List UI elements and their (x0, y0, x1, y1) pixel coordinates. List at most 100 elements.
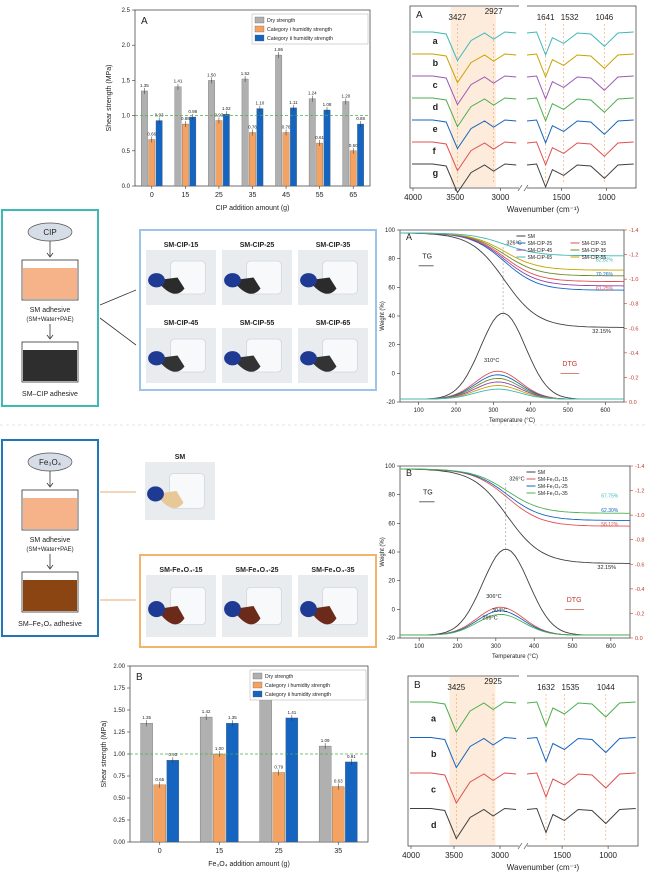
legend-entry: SM-CIP-65 (527, 255, 552, 261)
photo: SM-CIP-45 (146, 320, 216, 383)
y2-tick-label: -0.4 (629, 351, 638, 357)
spectrum-line (410, 807, 636, 840)
data-label: 1.35 (142, 715, 151, 720)
x-tick-label: 3000 (492, 193, 510, 202)
x-tick-label: 25 (215, 192, 223, 199)
glove (300, 273, 317, 288)
bar (316, 142, 323, 187)
y2-tick-label: -1.2 (629, 253, 638, 259)
data-label: 0.79 (274, 764, 283, 769)
data-label: 0.63 (334, 779, 343, 784)
y2-tick-label: -0.8 (629, 302, 638, 308)
data-label: 0.61 (315, 135, 324, 140)
ftir-chart-ftir_fe: 4000 3500 3000 1500 1000 3425 2925 1632 1535 1044… (402, 674, 639, 872)
data-label: 1.86 (274, 47, 283, 52)
glove (224, 273, 241, 288)
bar (332, 786, 345, 843)
peak-label: 3425 (447, 683, 465, 692)
y-tick-label: 1.0 (122, 114, 131, 120)
y-axis-label: Shear strength (MPa) (101, 721, 108, 788)
y-tick-label: 0.75 (113, 774, 125, 780)
bar (282, 132, 290, 187)
dtg-label: DTG (562, 361, 577, 368)
x-axis-label: Wavenumber (cm⁻¹) (507, 205, 580, 214)
spectrum-line (412, 97, 634, 128)
spectrum-label: e (433, 124, 438, 134)
x-tick-label: 100 (414, 644, 425, 650)
tg-curve (400, 232, 624, 328)
photo: SM-Fe₃O₄-35 (298, 567, 368, 637)
spectrum-line (412, 53, 634, 84)
y2-tick-label: -0.2 (635, 611, 644, 617)
tg-chart-tg_fe: 100 200 300 400 500 600 -20 0 20 40 60 80 100 0.0 -0.2… (380, 464, 644, 660)
tg-label: TG (423, 490, 433, 497)
glove (148, 273, 165, 288)
spectrum-line (412, 163, 634, 194)
legend-swatch (254, 16, 265, 24)
glove (224, 351, 241, 366)
dtg-curve (400, 548, 630, 636)
legend-box (251, 13, 369, 45)
data-label: 1.35 (228, 715, 237, 720)
bar-chart-bar_cip: 0.0 0.5 1.0 1.5 2.0 2.5 0 1.35 0.66 0.93 15 1.41 0.8… (106, 8, 371, 212)
data-label: 1.50 (207, 72, 216, 77)
shaded-band (449, 677, 496, 845)
legend-swatch (252, 681, 263, 689)
arrowhead (46, 564, 54, 570)
bar (318, 745, 332, 843)
legend-swatch (252, 672, 263, 680)
dtg-curve (400, 377, 624, 400)
data-label: 0.76 (282, 124, 291, 129)
legend-swatch (254, 25, 265, 33)
reagent-label: Fe₃O₄ (39, 458, 61, 467)
photo-label: SM-CIP-25 (240, 242, 275, 249)
photo-label: SM-CIP-45 (164, 320, 199, 327)
data-label: 1.00 (215, 746, 224, 751)
arrowhead (46, 334, 54, 340)
spectrum-line (410, 772, 636, 805)
bar (272, 772, 285, 843)
bar (290, 107, 297, 187)
panel-label: A (406, 232, 412, 242)
x-tick-label: 400 (529, 644, 540, 650)
y2-tick-label: -0.6 (635, 562, 644, 568)
y-tick-label: 40 (388, 314, 395, 320)
data-label: 0.66 (147, 132, 156, 137)
y-tick-label: 0.5 (122, 149, 131, 155)
peak-label: 299°C (482, 615, 497, 621)
bar (189, 116, 197, 187)
x-tick-label: 0 (158, 848, 162, 855)
adhesive-label: SM adhesive (30, 537, 71, 544)
break-mark (517, 842, 523, 850)
legend-entry: SM-Fe₃O₄-35 (538, 491, 568, 497)
y-tick-label: 2.0 (122, 43, 131, 49)
panel-label: B (136, 672, 143, 683)
data-label: 0.65 (155, 777, 164, 782)
bar (241, 78, 249, 187)
peak-label: 1641 (537, 13, 555, 22)
bar (259, 696, 272, 843)
residue-label: 61.25% (596, 286, 614, 292)
legend-entry: SM-CIP-35 (581, 248, 606, 254)
spectrum-line (412, 75, 634, 106)
flow-diagram: Fe₃O₄ SM adhesive (SM+Water+PAE) SM–Fe₃O₄ a… (1, 439, 99, 637)
bar (153, 784, 166, 843)
y-tick-label: 0.00 (113, 840, 125, 846)
x-tick-label: 1000 (598, 193, 616, 202)
product-label: SM–CIP adhesive (22, 391, 78, 398)
beaker-liquid (23, 350, 77, 381)
y-tick-label: 0.50 (113, 796, 125, 802)
y-tick-label: 60 (388, 521, 395, 527)
spectrum-line (412, 119, 634, 150)
residue-label: 58.12% (601, 522, 619, 528)
legend-entry: Dry strength (265, 674, 293, 680)
y-tick-label: 1.00 (113, 752, 125, 758)
tg-chart-tg_cip: 100 200 300 400 500 600 -20 0 20 40 60 80 100 0.0 -0.2… (380, 228, 638, 424)
residue-label: 32.15% (592, 329, 611, 335)
x-tick-label: 0 (150, 192, 154, 199)
data-label: 0.88 (181, 116, 190, 121)
legend-entry: SM (527, 234, 535, 240)
data-label: 1.08 (323, 102, 332, 107)
composition-label: (SM+Water+PAE) (26, 547, 73, 553)
peak-label: 306°C (486, 594, 501, 600)
